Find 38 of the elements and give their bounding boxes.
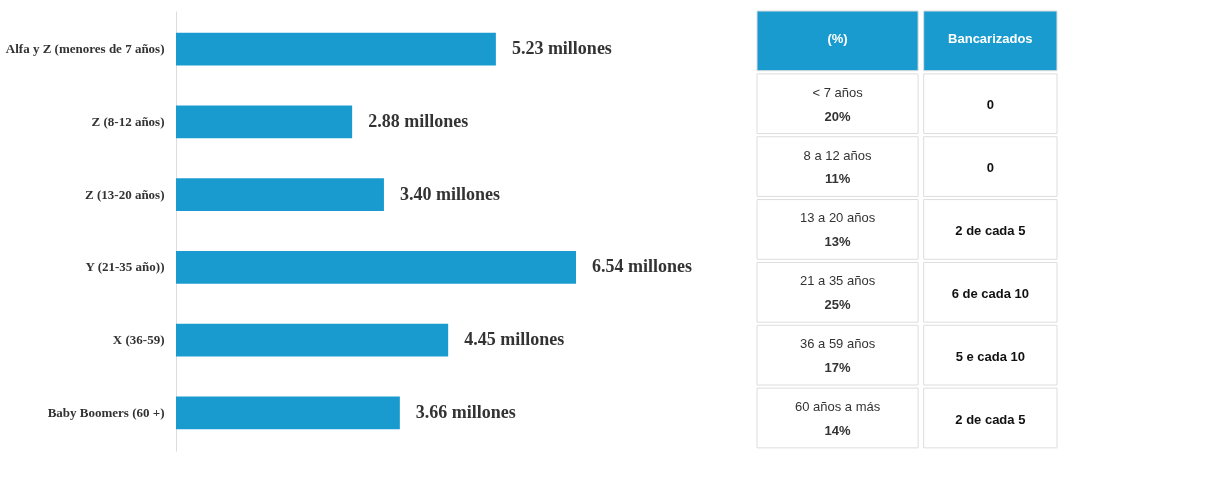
text: < 7 años: [812, 84, 864, 100]
data-label: 4.45 millones: [464, 329, 565, 350]
data-label: 2.88 millones: [368, 110, 469, 131]
text: 13 a 20 años: [799, 210, 876, 226]
bar: [176, 32, 496, 66]
text: 25%: [824, 297, 851, 313]
text: 11%: [824, 171, 851, 187]
text: 21 a 35 años: [799, 273, 876, 289]
y-tick-label: Z (13-20 años): [85, 186, 165, 202]
text: 14%: [824, 422, 851, 438]
text: 20%: [824, 108, 851, 124]
y-tick-label: Alfa y Z (menores de 7 años): [5, 41, 165, 57]
text: Bancarizados: [948, 31, 1033, 47]
text: 2 de cada 5: [955, 223, 1026, 238]
text: 36 a 59 años: [799, 336, 876, 352]
bar: [176, 105, 353, 139]
data-label: 6.54 millones: [592, 256, 693, 277]
data-label: 3.66 millones: [415, 401, 516, 422]
y-tick-label: Y (21-35 año)): [85, 259, 165, 275]
text: (%): [827, 31, 848, 47]
text: 8 a 12 años: [803, 147, 873, 163]
text: 2 de cada 5: [955, 411, 1026, 427]
text: 6 de cada 10: [951, 285, 1029, 301]
bar: [176, 251, 576, 284]
y-tick-label: X (36-59): [112, 332, 165, 348]
y-tick-label: Z (8-12 años): [91, 113, 165, 129]
text: 0: [986, 97, 994, 113]
data-label: 5.23 millones: [511, 38, 612, 59]
data-label: 3.40 millones: [399, 183, 500, 204]
text: 17%: [824, 360, 851, 376]
bar: [176, 396, 400, 430]
text: 0: [986, 160, 994, 176]
bar: [176, 323, 449, 357]
y-tick-label: Baby Boomers (60 +): [47, 404, 165, 420]
text: 13%: [824, 234, 851, 250]
text: 5 e cada 10: [955, 348, 1026, 364]
text: 60 años a más: [794, 399, 881, 414]
bar: [176, 178, 384, 211]
